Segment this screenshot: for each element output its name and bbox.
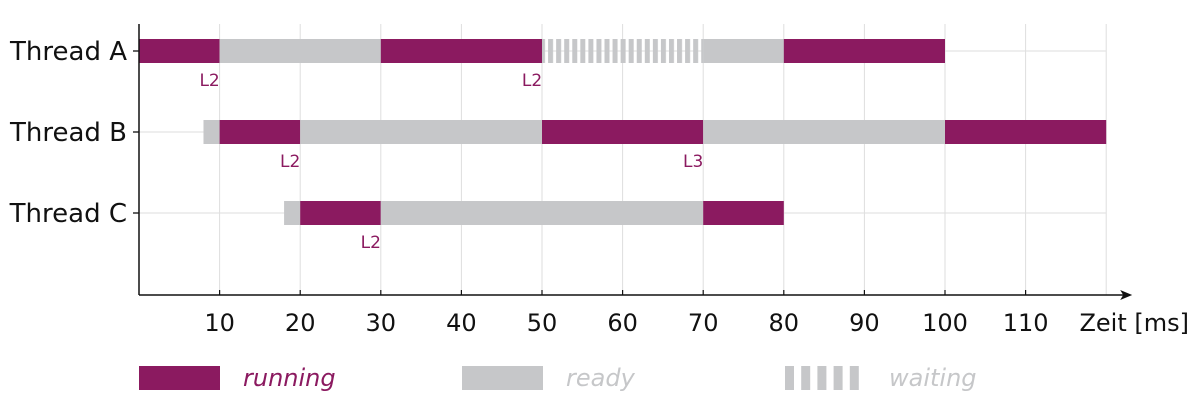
- bar-segment-ready: [300, 120, 542, 144]
- bar-segment-running: [542, 120, 704, 144]
- x-tick-label: 10: [204, 309, 235, 337]
- bar-segment-ready: [703, 120, 945, 144]
- axes: [133, 24, 1133, 300]
- bar-segment-running: [703, 201, 784, 225]
- x-tick-label: 50: [527, 309, 558, 337]
- legend-label-running: running: [243, 364, 336, 392]
- legend-swatch-waiting: [849, 366, 859, 390]
- bar-segment-running: [380, 39, 542, 63]
- x-axis-title: Zeit [ms]: [1079, 309, 1189, 337]
- bar-segment-ready: [219, 39, 381, 63]
- x-tick-label: 40: [446, 309, 477, 337]
- legend-swatch-waiting: [801, 366, 811, 390]
- legend-swatch-waiting: [785, 366, 794, 390]
- legend: running ready waiting: [139, 364, 977, 392]
- bar-segment-running: [219, 120, 301, 144]
- bar-segment-waiting: [542, 39, 704, 63]
- bar-segment-running: [783, 39, 945, 63]
- lock-marker-label: L3: [683, 152, 703, 172]
- legend-label-ready: ready: [566, 364, 636, 392]
- bar-segment-ready: [703, 39, 784, 63]
- bars: [139, 39, 1107, 225]
- x-tick-label: 80: [769, 309, 800, 337]
- labels: Thread A L2 L2 Thread B L2 L3 Thread C L2 10 20 30…: [9, 37, 1189, 337]
- legend-label-waiting: waiting: [889, 364, 977, 392]
- thread-label: Thread A: [9, 37, 127, 67]
- bar-segment-running: [300, 201, 381, 225]
- lock-marker-label: L2: [361, 233, 381, 253]
- lock-marker-label: L2: [280, 152, 300, 172]
- legend-swatch-waiting: [817, 366, 827, 390]
- legend-swatch-running: [139, 366, 220, 390]
- legend-swatch-ready: [462, 366, 543, 390]
- bar-segment-ready: [203, 120, 220, 144]
- x-tick-label: 90: [849, 309, 880, 337]
- lock-marker-label: L2: [522, 71, 542, 91]
- bar-segment-ready: [380, 201, 704, 225]
- lock-marker-label: L2: [199, 71, 219, 91]
- thread-label: Thread C: [9, 199, 127, 229]
- x-tick-label: 20: [285, 309, 316, 337]
- bar-segment-running: [139, 39, 220, 63]
- x-tick-label: 70: [688, 309, 719, 337]
- x-axis-arrow-icon: [1120, 290, 1133, 300]
- thread-label: Thread B: [9, 118, 127, 148]
- x-tick-label: 110: [1003, 309, 1049, 337]
- bar-segment-running: [945, 120, 1107, 144]
- legend-swatch-waiting: [833, 366, 843, 390]
- x-tick-label: 100: [922, 309, 968, 337]
- x-tick-label: 30: [366, 309, 397, 337]
- x-tick-label: 60: [607, 309, 638, 337]
- bar-segment-ready: [284, 201, 301, 225]
